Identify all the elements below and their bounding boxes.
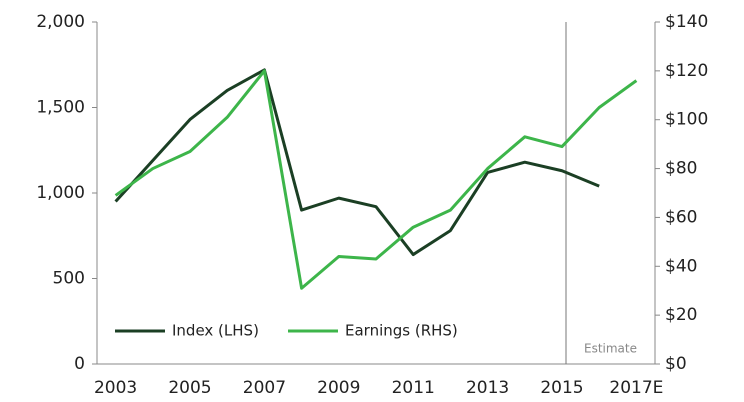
series-line xyxy=(114,68,600,257)
annotation: Estimate xyxy=(584,342,637,356)
y2-tick-label: $0 xyxy=(665,354,687,374)
y2-tick-label: $80 xyxy=(665,159,697,179)
y2-tick-label: $60 xyxy=(665,207,697,227)
x-tick-label: 2009 xyxy=(317,378,360,398)
y2-tick-label: $40 xyxy=(665,256,697,276)
y-tick-label: 500 xyxy=(53,269,85,289)
y2-tick-label: $120 xyxy=(665,61,708,81)
y-tick-label: 1,500 xyxy=(36,98,85,118)
x-tick-label: 2011 xyxy=(392,378,435,398)
x-tick-label: 2005 xyxy=(168,378,211,398)
y2-tick-label: $20 xyxy=(665,305,697,325)
y-tick-label: 2,000 xyxy=(36,12,85,32)
y-tick-label: 1,000 xyxy=(36,183,85,203)
y-tick-label: 0 xyxy=(74,354,85,374)
x-tick-label: 2003 xyxy=(94,378,137,398)
legend-label: Index (LHS) xyxy=(172,322,259,340)
y2-tick-label: $140 xyxy=(665,12,708,32)
x-tick-label: 2015 xyxy=(540,378,583,398)
x-tick-label: 2007 xyxy=(243,378,286,398)
x-tick-label: 2017E xyxy=(609,378,663,398)
series-line xyxy=(114,69,638,290)
x-tick-label: 2013 xyxy=(466,378,509,398)
y2-tick-label: $100 xyxy=(665,110,708,130)
legend-label: Earnings (RHS) xyxy=(345,322,458,340)
